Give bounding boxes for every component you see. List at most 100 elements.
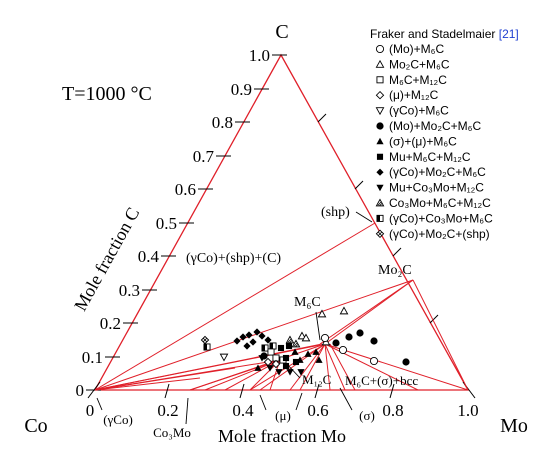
bottom-annotation-arrows	[96, 387, 353, 425]
region-shp: (shp)	[321, 205, 350, 220]
gco-annotation: (γCo)	[103, 412, 133, 427]
marker-filled-circle	[356, 329, 364, 337]
sigma-arrow	[339, 387, 353, 411]
legend-item: Mu+M₆C+M₁₂C	[376, 150, 471, 164]
marker-filled-diamond	[376, 168, 384, 176]
legend-item: (γCo)+Mo₂C+M₆C	[376, 165, 486, 179]
mu-arrow-left	[259, 394, 267, 411]
marker-open-square	[376, 76, 384, 84]
marker-filled-triangle	[304, 350, 312, 357]
marker-open-diamond	[271, 359, 281, 369]
marker-open-triangle	[339, 306, 349, 315]
bottom-tick-label: 0.6	[307, 401, 328, 420]
legend-item-label: Mu+M₆C+M₁₂C	[389, 150, 471, 164]
region-m6c: M₆C	[294, 295, 321, 310]
left-tick-label: 0.7	[193, 147, 215, 166]
marker-filled-triangle-down	[275, 369, 283, 376]
marker-hatched-triangle	[375, 198, 385, 207]
marker-filled-triangle	[315, 356, 323, 363]
marker-hatched-triangle	[285, 335, 295, 344]
legend-item-label: Mu+Co₃Mo+M₁₂C	[389, 181, 484, 195]
legend-item: (μ)+M₁₂C	[375, 88, 439, 102]
sigma-annotation: (σ)	[359, 408, 375, 423]
marker-filled-triangle	[312, 348, 320, 355]
marker-open-diamond	[375, 90, 385, 100]
tie-line-m6c-sigma-a	[324, 343, 346, 391]
legend-item-label: Mo₂C+M₆C	[389, 57, 450, 71]
marker-half-square	[376, 214, 384, 222]
legend-reference: [21]	[499, 27, 519, 41]
co3mo-annotation: Co₃Mo	[153, 425, 191, 440]
legend-item: (γCo)+Co₃Mo+M₆C	[376, 211, 493, 225]
marker-filled-diamond	[233, 337, 241, 345]
marker-filled-square	[282, 362, 290, 370]
marker-filled-square	[292, 358, 300, 366]
region-gco-shp-c: (γCo)+(shp)+(C)	[186, 251, 281, 266]
legend-item: M₆C+M₁₂C	[376, 73, 447, 87]
tie-line-mo2c	[94, 279, 414, 391]
legend-item-label: M₆C+M₁₂C	[389, 73, 447, 87]
marker-open-circle	[375, 44, 385, 54]
marker-filled-circle	[332, 339, 340, 347]
tie-line-m6c-mo2c-b	[324, 279, 414, 345]
gco-arrow	[96, 397, 103, 411]
tie-line-m6c-mu-c	[259, 343, 326, 391]
mu-arrow-right	[295, 392, 303, 411]
right-tick-mark	[392, 247, 402, 257]
marker-filled-circle	[402, 358, 410, 366]
legend-title: Fraker and Stadelmaier [21]	[370, 27, 519, 41]
marker-filled-circle	[370, 337, 378, 345]
legend-item-label: (γCo)+Co₃Mo+M₆C	[389, 211, 493, 225]
left-tick-label: 0	[76, 381, 85, 400]
marker-hatched-diamond	[375, 229, 385, 239]
left-tick-label: 0.9	[231, 80, 252, 99]
region-m12c: M₁₂C	[302, 372, 331, 387]
legend-item-label: (γCo)+M₆C	[389, 104, 449, 118]
marker-filled-triangle-down	[286, 369, 294, 376]
legend-item-label: (Mo)+M₆C	[389, 42, 445, 56]
left-tick-label: 0.5	[156, 214, 177, 233]
tie-line-m12c-d	[189, 359, 281, 391]
left-tick-label: 0.8	[212, 113, 233, 132]
temperature-title: T=1000 °C	[62, 83, 152, 105]
m6c-pointer	[315, 311, 321, 341]
bottom-tick-mark	[389, 383, 395, 399]
legend-item-label: (γCo)+Mo₂C+M₆C	[389, 165, 486, 179]
marker-filled-square	[376, 153, 384, 160]
tie-line-m6c-sigma-b	[324, 343, 331, 391]
marker-filled-triangle	[291, 348, 299, 355]
marker-filled-square	[285, 342, 293, 350]
tie-line-co-lowest	[94, 377, 201, 391]
left-tick-label: 0.3	[119, 281, 140, 300]
vertex-c-label: C	[275, 21, 288, 43]
tie-line-m6c-mo	[324, 343, 469, 391]
legend-item: (γCo)+M₆C	[375, 104, 449, 118]
bottom-tick-label: 0.2	[157, 401, 178, 420]
marker-filled-diamond	[245, 331, 253, 339]
legend-item-label: (σ)+(μ)+M₆C	[389, 134, 457, 148]
right-tick-mark	[317, 113, 327, 123]
bottom-axis-ticks	[87, 381, 395, 399]
marker-filled-circle	[376, 122, 384, 130]
marker-filled-square	[277, 344, 285, 352]
legend-item: (Mo)+Mo₂C+M₆C	[376, 119, 482, 133]
mu-annotation: (μ)	[275, 408, 291, 423]
data-markers	[200, 306, 410, 376]
left-tick-label: 0.4	[138, 247, 160, 266]
bottom-tick-mark	[164, 383, 170, 399]
right-tick-mark	[354, 180, 364, 190]
tie-line-co-m6c-b	[94, 343, 323, 391]
marker-half-square	[269, 342, 277, 350]
marker-open-circle	[369, 356, 379, 366]
region-m6c-sigma-bcc: M₆C+(σ)+bcc	[345, 373, 418, 388]
marker-open-triangle	[301, 333, 311, 342]
marker-filled-diamond	[249, 338, 257, 346]
marker-open-triangle	[317, 309, 327, 318]
marker-open-triangle	[375, 59, 385, 68]
marker-filled-diamond	[253, 328, 261, 336]
marker-filled-triangle	[376, 137, 384, 145]
marker-filled-diamond	[243, 342, 251, 350]
marker-open-square	[267, 348, 275, 356]
left-tick-label: 1.0	[249, 46, 270, 65]
